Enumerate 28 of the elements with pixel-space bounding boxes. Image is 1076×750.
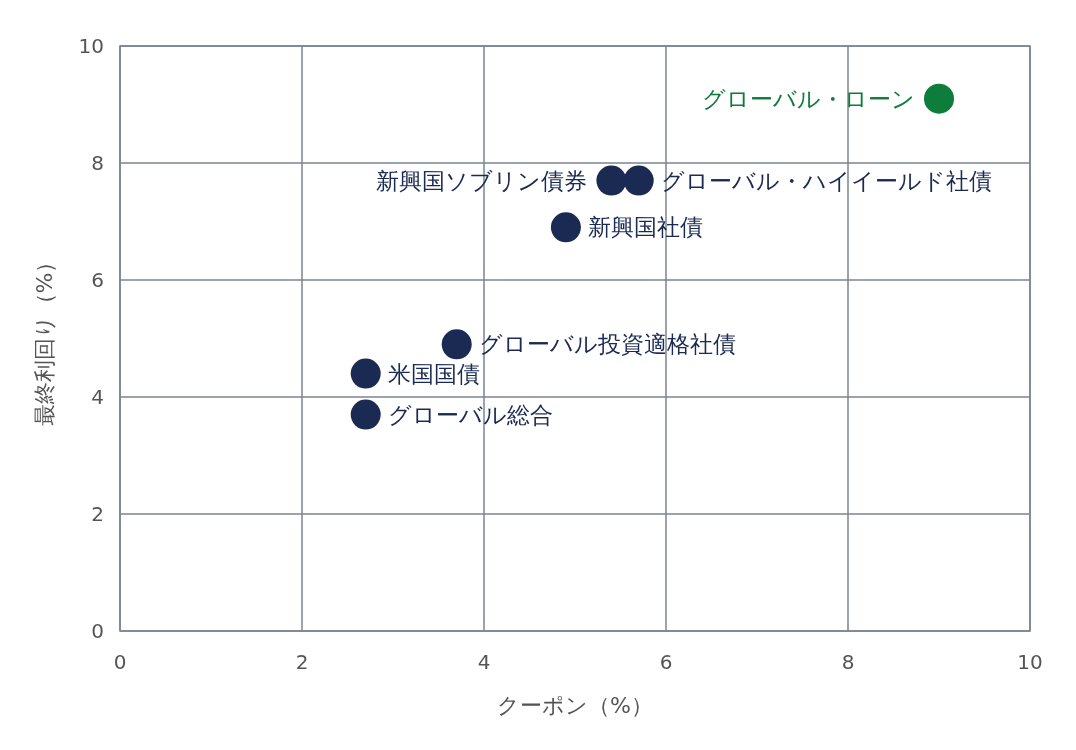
series-label: 新興国社債 — [587, 214, 703, 241]
y-tick-label: 0 — [91, 619, 104, 643]
x-tick-label: 8 — [841, 650, 855, 674]
series-label: グローバル・ハイイールド社債 — [660, 167, 992, 194]
point — [924, 83, 954, 114]
point — [623, 165, 654, 196]
y-tick-label: 6 — [91, 268, 104, 292]
x-tick-label: 6 — [659, 650, 673, 674]
x-tick-label: 10 — [1017, 650, 1043, 674]
series-label: 新興国ソブリン債券 — [376, 167, 588, 194]
y-tick-label: 2 — [91, 502, 104, 526]
point — [550, 212, 581, 243]
series-label: グローバル・ローン — [702, 85, 915, 112]
x-tick-label: 4 — [477, 650, 491, 674]
point — [441, 329, 472, 360]
y-tick-label: 4 — [91, 385, 104, 409]
point — [596, 165, 627, 196]
series-label: グローバル総合 — [387, 401, 553, 428]
y-tick-label: 8 — [91, 151, 104, 175]
point — [350, 399, 381, 430]
y-axis-title: 最終利回り（%） — [32, 250, 57, 427]
y-tick-label: 10 — [78, 34, 104, 58]
point — [350, 358, 381, 389]
series-label: グローバル投資適格社債 — [478, 331, 736, 358]
series-label: 米国国債 — [387, 360, 480, 387]
x-tick-label: 0 — [113, 650, 127, 674]
x-tick-label: 2 — [295, 650, 309, 674]
x-axis-title: クーポン（%） — [497, 693, 653, 718]
